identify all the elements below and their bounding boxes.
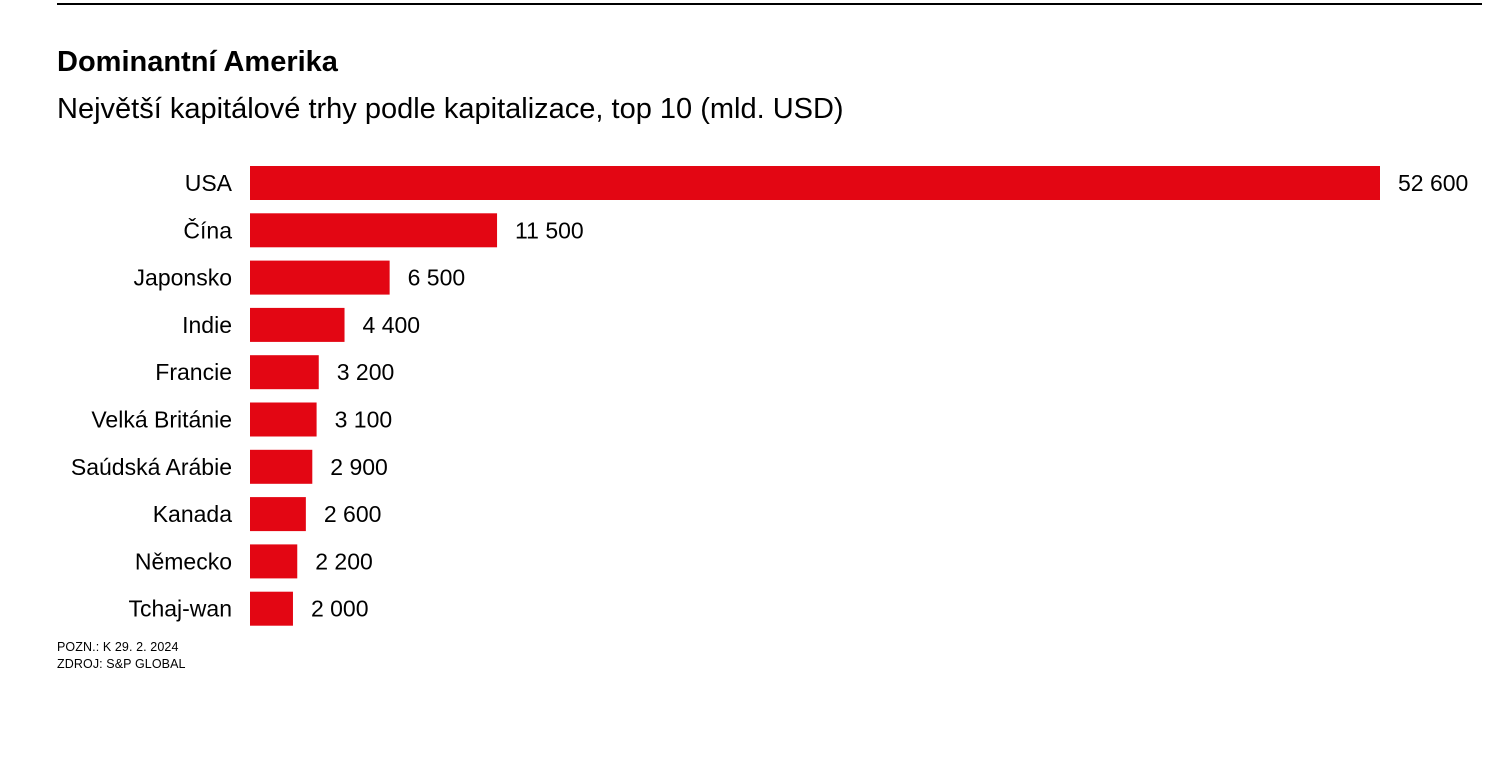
bar bbox=[250, 213, 498, 248]
chart-title: Dominantní Amerika bbox=[57, 46, 338, 78]
bar bbox=[250, 544, 298, 579]
category-label: Saúdská Arábie bbox=[71, 454, 232, 480]
bar bbox=[250, 497, 306, 532]
bar bbox=[250, 355, 319, 390]
value-label: 6 500 bbox=[408, 265, 466, 291]
category-label: Velká Británie bbox=[91, 407, 232, 433]
footnote-source: ZDROJ: S&P GLOBAL bbox=[57, 657, 186, 671]
value-label: 52 600 bbox=[1398, 170, 1468, 196]
category-label: Francie bbox=[155, 359, 232, 385]
value-label: 11 500 bbox=[515, 217, 584, 243]
category-label: Indie bbox=[182, 312, 232, 338]
value-label: 3 100 bbox=[335, 407, 393, 433]
category-label: Japonsko bbox=[134, 265, 232, 291]
value-label: 2 900 bbox=[330, 454, 388, 480]
bar bbox=[250, 449, 313, 484]
value-label: 3 200 bbox=[337, 359, 395, 385]
value-label: 2 200 bbox=[315, 548, 373, 574]
footnote-note: POZN.: K 29. 2. 2024 bbox=[57, 640, 179, 654]
top-rule bbox=[57, 3, 1482, 5]
value-label: 2 000 bbox=[311, 596, 369, 622]
category-label: USA bbox=[185, 170, 233, 196]
value-label: 2 600 bbox=[324, 501, 382, 527]
value-label: 4 400 bbox=[363, 312, 421, 338]
bar bbox=[250, 260, 390, 295]
bar bbox=[250, 402, 317, 437]
category-label: Kanada bbox=[153, 501, 233, 527]
bar bbox=[250, 591, 293, 626]
category-label: Německo bbox=[135, 548, 232, 574]
bar bbox=[250, 166, 1380, 200]
category-label: Čína bbox=[183, 216, 232, 243]
category-label: Tchaj-wan bbox=[128, 596, 232, 622]
chart-subtitle: Největší kapitálové trhy podle kapitaliz… bbox=[57, 93, 844, 125]
bar bbox=[250, 307, 345, 342]
